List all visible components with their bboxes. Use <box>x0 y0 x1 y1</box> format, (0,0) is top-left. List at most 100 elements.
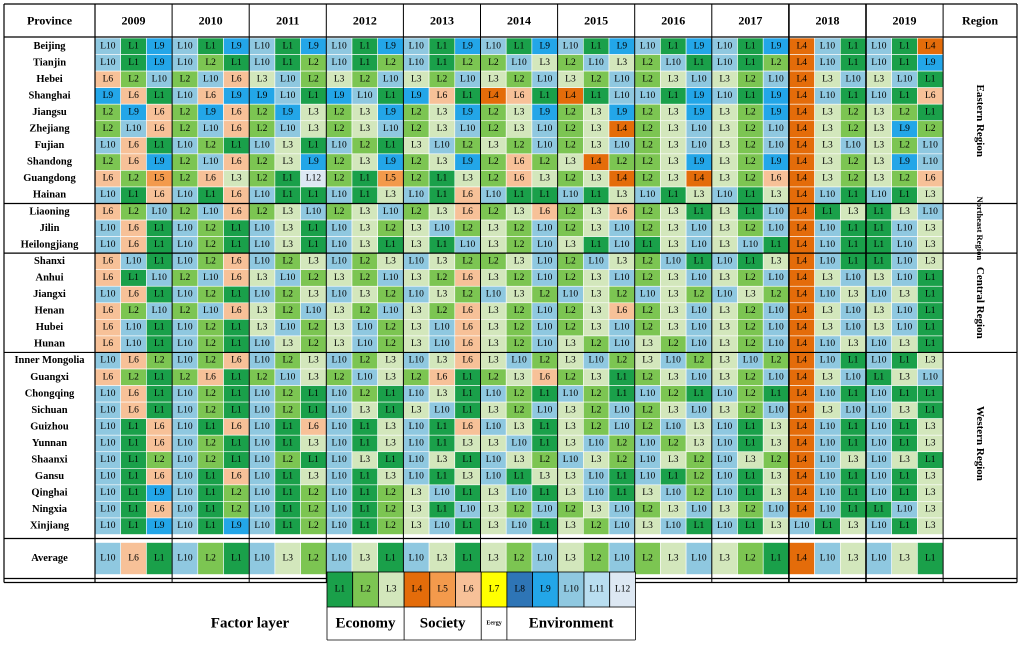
cell-label-hubei-5: L1 <box>231 323 242 333</box>
cell-label-sichuan-1: L6 <box>128 405 139 415</box>
cell-label-jilin-31: L10 <box>897 223 913 233</box>
cell-label-hubei-30: L3 <box>874 323 885 333</box>
legend-swatch-label-L1: L1 <box>335 585 346 595</box>
cell-label-heilongjiang-14: L10 <box>460 240 476 250</box>
cell-label-shanghai-19: L1 <box>591 91 602 101</box>
cell-label-tianjin-26: L2 <box>771 58 782 68</box>
cell-label-inner-mongolia-25: L10 <box>743 356 759 366</box>
cell-label-sichuan-2: L1 <box>154 405 165 415</box>
cell-label-beijing-16: L1 <box>514 41 525 51</box>
cell-label-shanxi-12: L10 <box>409 256 425 266</box>
cell-label-inner-mongolia-20: L2 <box>617 356 628 366</box>
legend-swatch-L8 <box>506 571 533 608</box>
row-label-gansu: Gansu <box>35 471 64 482</box>
cell-label-jiangxi-3: L10 <box>177 290 193 300</box>
cell-label-zhejiang-27: L4 <box>796 124 807 134</box>
cell-label-ningxia-2: L6 <box>154 505 165 515</box>
cell-label-gansu-31: L1 <box>899 472 910 482</box>
cell-label-hunan-10: L10 <box>357 339 373 349</box>
cell-label-fujian-15: L3 <box>488 141 499 151</box>
cell-label-qinghai-3: L10 <box>177 488 193 498</box>
cell-label-liaoning-0: L6 <box>103 207 114 217</box>
cell-label-hainan-8: L1 <box>308 190 319 200</box>
cell-label-ningxia-26: L10 <box>768 505 784 515</box>
cell-label-jiangxi-13: L3 <box>437 290 448 300</box>
cell-label-yunnan-30: L10 <box>871 438 887 448</box>
legend-swatch-label-L7: L7 <box>489 585 500 595</box>
cell-label-hunan-20: L10 <box>614 339 630 349</box>
cell-label-jiangxi-25: L3 <box>745 290 756 300</box>
cell-label-guangdong-25: L2 <box>745 174 756 184</box>
cell-label-average-30: L10 <box>871 554 887 564</box>
cell-label-average-21: L2 <box>642 554 653 564</box>
cell-label-jiangsu-18: L2 <box>565 107 576 117</box>
cell-label-guangxi-0: L6 <box>103 372 114 382</box>
cell-label-beijing-2: L9 <box>154 41 165 51</box>
cell-label-hebei-28: L3 <box>822 74 833 84</box>
legend-group-society: Society <box>420 616 466 632</box>
cell-label-anhui-26: L10 <box>768 273 784 283</box>
cell-label-guangxi-9: L2 <box>334 372 345 382</box>
legend-swatch-label-L4: L4 <box>412 585 423 595</box>
cell-label-average-5: L1 <box>231 554 242 564</box>
cell-label-liaoning-9: L2 <box>334 207 345 217</box>
cell-label-guangxi-18: L2 <box>565 372 576 382</box>
cell-label-guangdong-32: L6 <box>925 174 936 184</box>
cell-label-guizhou-26: L3 <box>771 422 782 432</box>
row-label-qinghai: Qinghai <box>31 488 67 499</box>
cell-label-shaanxi-17: L2 <box>539 455 550 465</box>
cell-label-hainan-23: L3 <box>694 190 705 200</box>
cell-label-xinjiang-21: L3 <box>642 521 653 531</box>
cell-label-chongqing-8: L1 <box>308 389 319 399</box>
cell-average-27 <box>788 542 815 575</box>
cell-average-22 <box>660 542 687 575</box>
cell-label-shandong-5: L6 <box>231 157 242 167</box>
cell-label-guangdong-14: L3 <box>462 174 473 184</box>
cell-label-ningxia-8: L2 <box>308 505 319 515</box>
cell-label-hainan-7: L1 <box>282 190 293 200</box>
cell-label-beijing-30: L10 <box>871 41 887 51</box>
cell-label-fujian-21: L2 <box>642 141 653 151</box>
cell-label-hubei-23: L10 <box>691 323 707 333</box>
cell-label-hebei-13: L2 <box>437 74 448 84</box>
cell-label-shanxi-3: L10 <box>177 256 193 266</box>
cell-label-gansu-16: L1 <box>514 472 525 482</box>
cell-label-tianjin-2: L9 <box>154 58 165 68</box>
cell-label-zhejiang-2: L6 <box>154 124 165 134</box>
cell-label-fujian-28: L3 <box>822 141 833 151</box>
cell-label-ningxia-5: L2 <box>231 505 242 515</box>
cell-label-zhejiang-14: L10 <box>460 124 476 134</box>
cell-label-henan-6: L3 <box>257 306 268 316</box>
cell-label-shandong-15: L2 <box>488 157 499 167</box>
cell-label-hebei-14: L10 <box>460 74 476 84</box>
cell-label-heilongjiang-17: L10 <box>537 240 553 250</box>
cell-label-jiangsu-30: L3 <box>874 107 885 117</box>
cell-label-guizhou-0: L10 <box>100 422 116 432</box>
cell-label-jiangsu-3: L2 <box>180 107 191 117</box>
cell-label-hubei-20: L10 <box>614 323 630 333</box>
cell-label-hainan-0: L10 <box>100 190 116 200</box>
cell-label-average-19: L2 <box>591 554 602 564</box>
cell-label-guangxi-5: L1 <box>231 372 242 382</box>
cell-average-28 <box>814 542 841 575</box>
cell-label-qinghai-27: L4 <box>796 488 807 498</box>
cell-label-sichuan-5: L1 <box>231 405 242 415</box>
cell-label-yunnan-29: L1 <box>848 438 859 448</box>
cell-label-tianjin-10: L1 <box>360 58 371 68</box>
cell-label-anhui-0: L6 <box>103 273 114 283</box>
cell-label-shanghai-27: L4 <box>796 91 807 101</box>
cell-label-shaanxi-4: L2 <box>205 455 216 465</box>
cell-label-gansu-18: L3 <box>565 472 576 482</box>
cell-label-xinjiang-4: L1 <box>205 521 216 531</box>
cell-label-chongqing-3: L10 <box>177 389 193 399</box>
cell-label-jiangxi-9: L10 <box>331 290 347 300</box>
cell-label-chongqing-25: L2 <box>745 389 756 399</box>
row-label-jilin: Jilin <box>40 223 60 234</box>
cell-label-tianjin-19: L10 <box>588 58 604 68</box>
cell-average-15 <box>480 542 507 575</box>
cell-label-hunan-17: L10 <box>537 339 553 349</box>
cell-label-henan-23: L10 <box>691 306 707 316</box>
cell-label-shanghai-26: L9 <box>771 91 782 101</box>
cell-label-beijing-15: L10 <box>486 41 502 51</box>
cell-label-shandong-27: L4 <box>796 157 807 167</box>
